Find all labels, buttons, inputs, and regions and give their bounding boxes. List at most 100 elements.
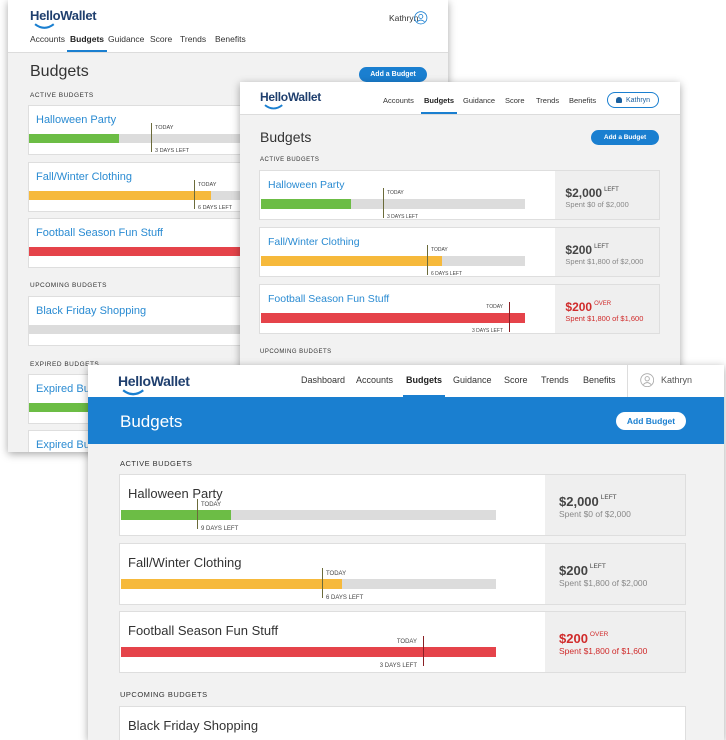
- nav-item[interactable]: Score: [505, 96, 525, 105]
- days-left: 3 DAYS LEFT: [379, 663, 417, 669]
- progress-fill: [29, 191, 211, 200]
- budget-name: Expired Budget: [36, 383, 112, 395]
- budget-name: Black Friday Shopping: [128, 718, 259, 733]
- nav-item[interactable]: Trends: [536, 96, 560, 105]
- header: [8, 0, 448, 53]
- amount-panel: $200 OVER Spent $1,800 of $1,600: [545, 612, 685, 672]
- days-left: 6 DAYS LEFT: [431, 271, 463, 277]
- section-heading: ACTIVE BUDGETS: [120, 459, 193, 468]
- progress-track: [261, 313, 525, 323]
- today-label: TODAY: [486, 304, 503, 310]
- amount-note: LEFT: [589, 563, 606, 570]
- amount-panel: $200 LEFT Spent $1,800 of $2,000: [555, 228, 659, 276]
- nav-underline: [67, 50, 107, 52]
- amount: $2,000 LEFT: [565, 187, 618, 199]
- page-title: Budgets: [30, 63, 89, 80]
- amount-note: LEFT: [600, 494, 617, 501]
- nav-item[interactable]: Trends: [180, 34, 207, 44]
- progress-fill: [261, 199, 351, 209]
- today-marker: [151, 123, 152, 152]
- add-budget-button[interactable]: Add a Budget: [359, 67, 427, 82]
- nav-item[interactable]: Guidance: [453, 375, 492, 385]
- app-window: HelloWallet Dashboard Accounts Budgets Guida…: [88, 365, 724, 740]
- budget-name: Halloween Party: [36, 114, 117, 126]
- user-name[interactable]: Kathryn: [661, 375, 693, 385]
- progress-track: [261, 199, 525, 209]
- today-marker: [383, 188, 384, 218]
- amount-note: LEFT: [604, 187, 619, 193]
- section-heading: EXPIRED BUDGETS: [30, 361, 100, 368]
- progress-fill: [261, 256, 442, 266]
- budget-name: Football Season Fun Stuff: [268, 293, 390, 305]
- spent: Spent $1,800 of $1,600: [565, 314, 644, 323]
- amount-value: $2,000: [559, 494, 599, 509]
- budget-card[interactable]: Football Season Fun Stuff TODAY 3 DAYS LEF…: [259, 284, 660, 334]
- today-marker: [197, 499, 198, 529]
- amount-value: $200: [559, 563, 588, 578]
- add-budget-button[interactable]: Add Budget: [616, 412, 686, 430]
- nav-item[interactable]: Budgets: [70, 34, 104, 44]
- nav-item[interactable]: Trends: [541, 375, 569, 385]
- progress-fill: [121, 579, 342, 589]
- budget-card[interactable]: Fall/Winter Clothing TODAY 6 DAYS LEFT $200…: [259, 227, 660, 277]
- budget-card[interactable]: Halloween Party TODAY 3 DAYS LEFT $2,000 LEF…: [259, 170, 660, 220]
- amount: $200 LEFT: [559, 563, 606, 578]
- section-heading: UPCOMING BUDGETS: [30, 282, 107, 289]
- nav-item[interactable]: Score: [504, 375, 528, 385]
- add-budget-button[interactable]: Add a Budget: [591, 130, 659, 145]
- budget-name: Black Friday Shopping: [36, 305, 147, 317]
- nav-item[interactable]: Benefits: [569, 96, 597, 105]
- progress-fill: [29, 134, 119, 143]
- logo-smile: [263, 103, 283, 109]
- budget-card[interactable]: Football Season Fun Stuff TODAY 3 DAYS LEF…: [119, 611, 686, 673]
- spent: Spent $0 of $2,000: [565, 200, 629, 209]
- nav-item[interactable]: Score: [150, 34, 173, 44]
- user-button[interactable]: Kathryn: [607, 92, 659, 108]
- nav-item[interactable]: Benefits: [215, 34, 246, 44]
- user-name[interactable]: Kathryn: [389, 13, 419, 23]
- progress-track: [261, 256, 525, 266]
- section-heading: ACTIVE BUDGETS: [260, 157, 320, 163]
- divider: [627, 365, 628, 397]
- budget-card[interactable]: Black Friday Shopping: [119, 706, 686, 740]
- nav-item[interactable]: Budgets: [424, 96, 454, 105]
- nav-item[interactable]: Dashboard: [301, 375, 346, 385]
- progress-track: [29, 325, 448, 334]
- budget-name: Expired Budget: [36, 439, 112, 451]
- budget-card[interactable]: Fall/Winter Clothing TODAY 6 DAYS LEFT $200…: [119, 543, 686, 605]
- days-left: 9 DAYS LEFT: [201, 526, 239, 532]
- amount-panel: $200 OVER Spent $1,800 of $1,600: [555, 285, 659, 333]
- amount-note: OVER: [594, 301, 612, 307]
- progress-fill: [121, 510, 231, 520]
- nav-item[interactable]: Benefits: [583, 375, 616, 385]
- today-label: TODAY: [396, 639, 417, 645]
- days-left: 6 DAYS LEFT: [326, 595, 364, 601]
- user-icon: [640, 373, 655, 388]
- nav-underline: [403, 395, 445, 397]
- header: [88, 365, 724, 398]
- progress-fill: [29, 247, 448, 256]
- logo: HelloWallet: [30, 8, 97, 23]
- today-marker: [427, 245, 428, 275]
- nav-item[interactable]: Guidance: [108, 34, 145, 44]
- progress-track: [29, 247, 448, 256]
- spent: Spent $1,800 of $1,600: [559, 646, 648, 656]
- nav-item[interactable]: Budgets: [406, 375, 442, 385]
- header: [240, 82, 680, 115]
- user-icon: [414, 11, 428, 25]
- section-heading: UPCOMING BUDGETS: [120, 690, 208, 699]
- amount-value: $200: [565, 243, 593, 257]
- nav-item[interactable]: Guidance: [463, 96, 496, 105]
- budget-card[interactable]: Halloween Party TODAY 9 DAYS LEFT $2,000 LEF…: [119, 474, 686, 536]
- nav-item[interactable]: Accounts: [383, 96, 414, 105]
- today-label: TODAY: [201, 502, 222, 508]
- nav-item[interactable]: Accounts: [356, 375, 394, 385]
- progress-track: [121, 579, 496, 589]
- nav-item[interactable]: Accounts: [30, 34, 65, 44]
- progress-track: [121, 647, 496, 657]
- progress-fill: [261, 313, 525, 323]
- budget-name: Fall/Winter Clothing: [128, 555, 242, 570]
- user-name: Kathryn: [625, 96, 651, 104]
- spent: Spent $1,800 of $2,000: [559, 578, 648, 588]
- amount: $2,000 LEFT: [559, 494, 617, 509]
